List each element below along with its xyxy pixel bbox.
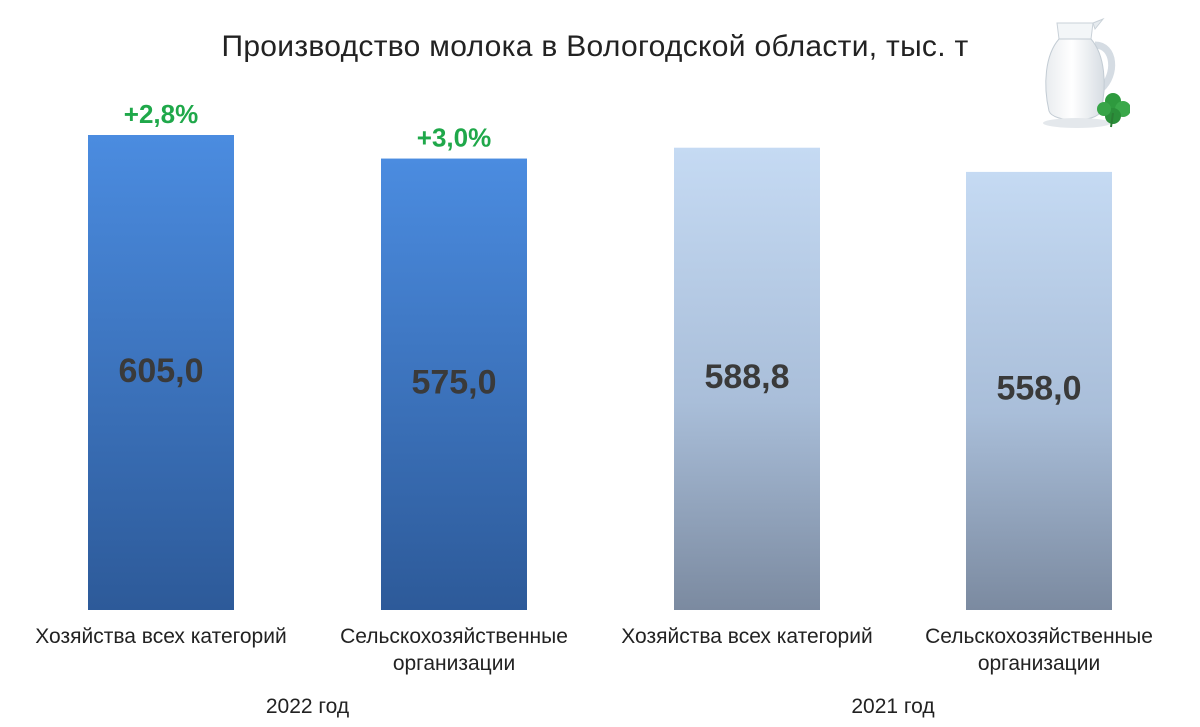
group-label: 2021 год <box>851 695 934 718</box>
bar-value-label: 558,0 <box>996 370 1081 408</box>
change-label: +2,8% <box>124 99 198 129</box>
category-label: Сельскохозяйственные <box>340 625 568 648</box>
clover-icon <box>1097 93 1131 128</box>
bar-value-label: 575,0 <box>411 363 496 401</box>
bar-2022-1 <box>88 135 234 610</box>
category-label: Хозяйства всех категорий <box>35 625 286 648</box>
change-label: +3,0% <box>417 123 491 153</box>
category-label: организации <box>393 652 515 675</box>
chart-title: Производство молока в Вологодской област… <box>221 30 969 63</box>
bar-2021-2 <box>966 171 1112 611</box>
bar-2022-2 <box>381 158 527 611</box>
category-label: Сельскохозяйственные <box>925 625 1153 648</box>
bar-2021-1 <box>674 147 820 611</box>
group-label: 2022 год <box>266 695 349 718</box>
category-label: Хозяйства всех категорий <box>621 625 872 648</box>
milk-jug-icon <box>1035 15 1131 133</box>
category-label: организации <box>978 652 1100 675</box>
bar-value-label: 605,0 <box>118 352 203 390</box>
bar-value-label: 588,8 <box>704 358 789 396</box>
